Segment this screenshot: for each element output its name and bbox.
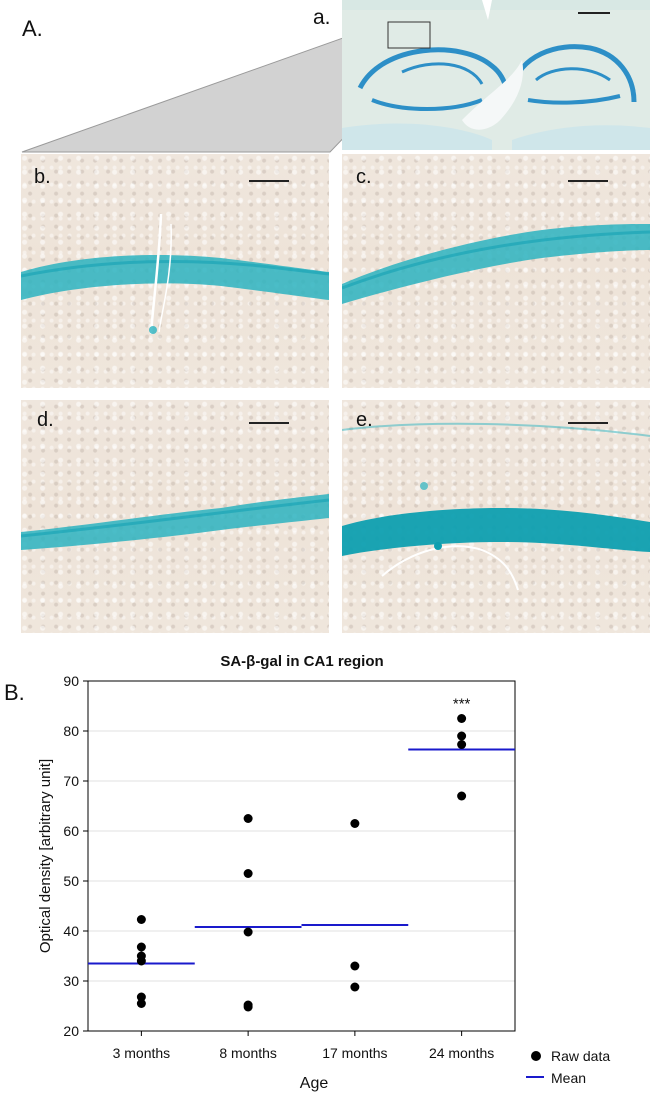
- legend-raw-data-label: Raw data: [551, 1048, 610, 1064]
- y-tick-label: 50: [63, 873, 79, 889]
- x-tick-label: 8 months: [219, 1045, 277, 1061]
- data-point: [457, 791, 467, 801]
- subpanel-label-c: c.: [356, 166, 372, 188]
- plot-frame: [87, 680, 516, 1032]
- x-tick-label: 17 months: [322, 1045, 387, 1061]
- micrograph-e: [342, 400, 650, 633]
- y-tick-label: 30: [63, 973, 79, 989]
- data-point: [136, 942, 146, 952]
- hippocampus-overview-image: [342, 0, 650, 150]
- data-point: [136, 951, 146, 961]
- data-point: [136, 999, 146, 1008]
- x-axis: 3 months 8 months 17 months 24 months: [113, 1031, 494, 1061]
- micrograph-b: [21, 154, 329, 388]
- data-point: [457, 740, 467, 749]
- x-tick-label: 3 months: [113, 1045, 171, 1061]
- data-point: [457, 714, 467, 723]
- x-axis-label: Age: [300, 1075, 329, 1092]
- ca1-stain-band-d: [21, 494, 329, 550]
- scale-bar: [568, 422, 608, 424]
- panel-label-a: A.: [22, 16, 43, 41]
- data-point: [350, 982, 360, 992]
- data-point: [243, 927, 253, 937]
- panel-label-b: B.: [4, 680, 25, 705]
- data-point: [243, 814, 253, 823]
- significance-annotations: ***: [453, 696, 471, 713]
- data-point: [243, 1000, 253, 1010]
- legend: Raw data Mean: [526, 1048, 610, 1086]
- subpanel-label-b: b.: [34, 166, 51, 188]
- grid-lines: [88, 730, 515, 982]
- subpanel-label-d: d.: [37, 409, 54, 431]
- legend-raw-data-marker: [531, 1051, 541, 1061]
- micrograph-d: [21, 400, 329, 633]
- micrograph-c: [342, 154, 650, 388]
- scale-bar: [249, 180, 289, 182]
- data-point: [243, 869, 253, 878]
- mean-lines: [88, 748, 515, 965]
- ca1-stain-band-e: [342, 422, 650, 591]
- sa-beta-gal-chart: SA-β-gal in CA1 region 2030405060708090 …: [37, 653, 610, 1092]
- subpanel-label-e: e.: [356, 409, 373, 431]
- overview-micrograph: [342, 0, 650, 150]
- data-point: [457, 731, 467, 741]
- y-tick-label: 90: [63, 673, 79, 689]
- y-tick-label: 40: [63, 923, 79, 939]
- y-axis-label: Optical density [arbitrary unit]: [37, 759, 54, 953]
- y-tick-label: 20: [63, 1023, 79, 1039]
- y-axis: 20 30 40 50 60 70 80 90: [63, 673, 88, 1039]
- significance-mark: ***: [453, 696, 471, 713]
- data-point: [350, 961, 360, 971]
- data-point: [136, 992, 146, 1002]
- scale-bar: [578, 12, 610, 14]
- scale-bar: [568, 180, 608, 182]
- ca1-stain-band-b: [21, 213, 329, 335]
- chart-title: SA-β-gal in CA1 region: [220, 653, 383, 670]
- data-point: [350, 819, 360, 828]
- y-tick-label: 60: [63, 823, 79, 839]
- data-point: [136, 915, 146, 924]
- legend-mean-label: Mean: [551, 1070, 586, 1086]
- y-tick-label: 70: [63, 773, 79, 789]
- subpanel-label-a: a.: [313, 6, 331, 29]
- scale-bar: [249, 422, 289, 424]
- ca1-stain-band-c: [342, 224, 650, 304]
- x-tick-label: 24 months: [429, 1045, 494, 1061]
- raw-data-points: [136, 714, 467, 1012]
- y-tick-label: 80: [63, 723, 79, 739]
